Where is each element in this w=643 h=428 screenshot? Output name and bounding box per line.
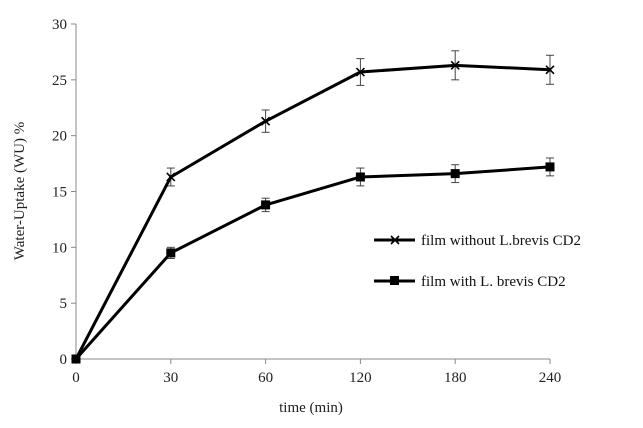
x-tick-label: 0 (72, 370, 80, 386)
data-point-x (166, 172, 176, 182)
x-tick-label: 180 (444, 370, 467, 386)
y-axis-title: Water-Uptake (WU) % (12, 122, 28, 260)
legend-square-marker-icon (390, 276, 399, 285)
series-line (74, 165, 551, 360)
legend-x-marker-icon (390, 235, 400, 245)
y-tick-label: 5 (60, 296, 68, 312)
legend: film without L.brevis CD2 film with L. b… (374, 233, 581, 290)
y-tick-label: 30 (52, 17, 67, 33)
x-tick-label: 60 (258, 370, 273, 386)
y-tick-label: 0 (60, 352, 68, 368)
y-tick-label: 10 (52, 240, 67, 256)
data-point-square (261, 200, 271, 210)
y-axis-ticks: 0 5 10 15 20 25 30 (52, 17, 76, 368)
legend-label-without: film without L.brevis CD2 (421, 233, 581, 249)
data-point-square (71, 354, 81, 364)
data-point-x (261, 116, 271, 126)
series-markers (71, 60, 555, 364)
legend-label-with: film with L. brevis CD2 (421, 274, 566, 290)
error-bars (166, 50, 554, 259)
series-lines (74, 63, 551, 360)
x-tick-label: 240 (539, 370, 562, 386)
y-tick-label: 20 (52, 129, 67, 145)
data-point-x (355, 67, 365, 77)
y-tick-label: 15 (52, 185, 67, 201)
data-point-square (355, 172, 365, 182)
data-point-square (450, 169, 460, 179)
x-axis-ticks: 0 30 60 120 180 240 (72, 359, 561, 386)
x-axis-title: time (min) (279, 400, 343, 416)
legend-item-with: film with L. brevis CD2 (374, 274, 566, 290)
y-tick-label: 25 (52, 73, 67, 89)
data-point-square (166, 248, 176, 258)
data-point-x (450, 60, 460, 70)
x-tick-label: 30 (163, 370, 178, 386)
series-line (74, 63, 551, 360)
data-point-square (545, 162, 555, 172)
legend-item-without: film without L.brevis CD2 (374, 233, 581, 249)
data-point-x (545, 65, 555, 75)
x-tick-label: 120 (349, 370, 372, 386)
